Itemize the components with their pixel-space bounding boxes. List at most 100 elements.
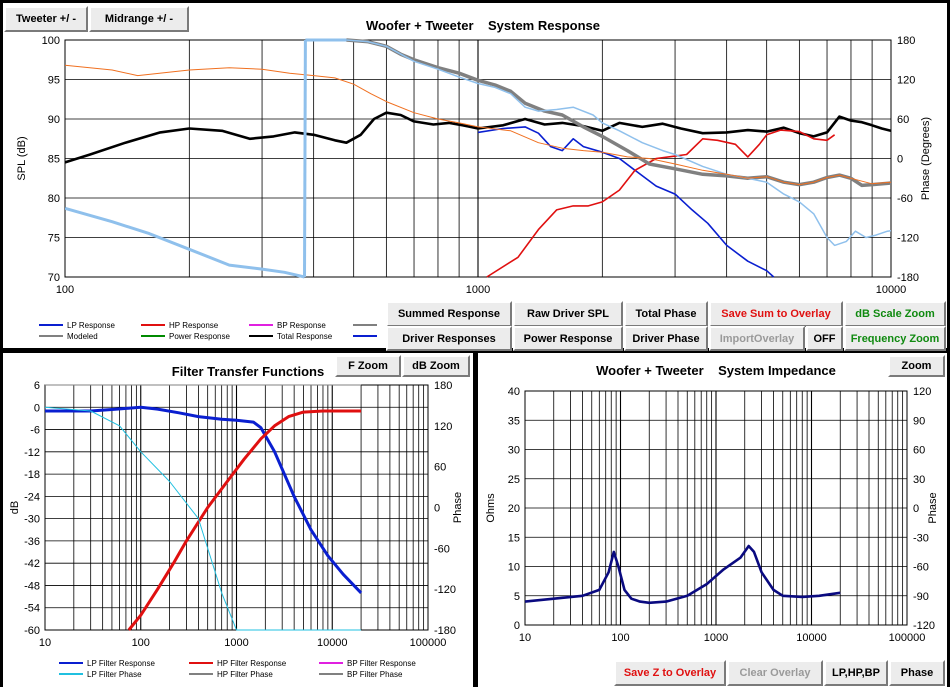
y-tick-label: 95 xyxy=(48,75,60,87)
series-line-power-response xyxy=(65,64,891,186)
y-tick-label: -12 xyxy=(24,447,40,459)
series-line-lp-filter-response xyxy=(45,405,363,594)
y-tick-label: -60 xyxy=(24,625,40,637)
y-tick-label: -24 xyxy=(24,491,40,503)
x-tick-label: 10000 xyxy=(796,632,827,644)
x-tick-label: 10000 xyxy=(876,284,907,296)
y-tick-label: 40 xyxy=(508,386,520,398)
summed-response-button[interactable]: Summed Response xyxy=(386,301,512,327)
y-tick-label: 70 xyxy=(48,272,60,284)
frequency-zoom-button[interactable]: Frequency Zoom xyxy=(844,326,946,351)
clear-overlay-button[interactable]: Clear Overlay xyxy=(727,660,823,686)
tweeter-adjust-button[interactable]: Tweeter +/ - xyxy=(4,6,88,32)
import-overlay-button[interactable]: ImportOverlay xyxy=(709,326,805,351)
y2-tick-label: 180 xyxy=(897,35,915,47)
y2-tick-label: -120 xyxy=(434,584,456,596)
y-axis-label: dB xyxy=(9,501,21,514)
series-line-lp-response xyxy=(477,126,775,278)
x-tick-label: 100000 xyxy=(410,637,447,649)
f-zoom-button[interactable]: F Zoom xyxy=(335,355,401,377)
y-tick-label: -30 xyxy=(24,514,40,526)
save-sum-overlay-button[interactable]: Save Sum to Overlay xyxy=(709,301,843,327)
y-tick-label: 90 xyxy=(48,114,60,126)
lp-hp-bp-button[interactable]: LP,HP,BP xyxy=(824,660,888,686)
y-tick-label: 5 xyxy=(514,591,520,603)
y-tick-label: 35 xyxy=(508,415,520,427)
y2-tick-label: 60 xyxy=(913,445,925,457)
legend-label: HP Filter Response xyxy=(217,659,287,668)
db-scale-zoom-button[interactable]: dB Scale Zoom xyxy=(844,301,946,327)
y2-tick-label: 120 xyxy=(434,421,452,433)
x-tick-label: 1000 xyxy=(224,637,248,649)
y2-tick-label: -120 xyxy=(913,620,935,632)
y2-tick-label: 30 xyxy=(913,474,925,486)
y-axis-label: SPL (dB) xyxy=(16,136,28,180)
x-tick-label: 1000 xyxy=(466,284,490,296)
legend-label: BP Filter Response xyxy=(347,659,416,668)
series-line-hp-filter-response xyxy=(127,409,362,631)
series-line-hp-response xyxy=(486,129,836,278)
x-tick-label: 100 xyxy=(132,637,150,649)
y2-tick-label: 60 xyxy=(897,114,909,126)
series-line-modeled xyxy=(346,38,891,188)
system-response-chart: 70 75 80 85 90 95 100 -180 -120 -60 0 60 120 180 100 10… xyxy=(16,18,932,341)
driver-phase-button[interactable]: Driver Phase xyxy=(624,326,708,351)
series-line-tweeter-raw xyxy=(346,39,891,247)
y2-tick-label: -60 xyxy=(913,562,929,574)
y-tick-label: 85 xyxy=(48,154,60,166)
y-tick-label: 0 xyxy=(34,402,40,414)
impedance-zoom-button[interactable]: Zoom xyxy=(888,355,945,377)
power-response-button[interactable]: Power Response xyxy=(513,326,623,351)
y-tick-label: 10 xyxy=(508,562,520,574)
y-tick-label: 30 xyxy=(508,445,520,457)
y-tick-label: -18 xyxy=(24,469,40,481)
y-tick-label: -36 xyxy=(24,536,40,548)
y-tick-label: 20 xyxy=(508,503,520,515)
legend-label: LP Response xyxy=(67,321,115,330)
legend-label: BP Response xyxy=(277,321,326,330)
x-tick-label: 10 xyxy=(39,637,51,649)
y2-tick-label: -120 xyxy=(897,233,919,245)
total-phase-button[interactable]: Total Phase xyxy=(624,301,708,327)
y2-tick-label: -60 xyxy=(434,543,450,555)
y-tick-label: -54 xyxy=(24,603,40,615)
plot-frame xyxy=(524,390,908,626)
series-line-lp-filter-phase xyxy=(45,406,362,631)
legend-label: BP Filter Phase xyxy=(347,670,403,679)
legend-label: LP Filter Response xyxy=(87,659,155,668)
y2-axis-label: Phase xyxy=(452,492,464,523)
y2-tick-label: 180 xyxy=(434,380,452,392)
overlay-off-button[interactable]: OFF xyxy=(806,326,843,351)
series-line-total-response xyxy=(65,111,891,164)
db-zoom-button[interactable]: dB Zoom xyxy=(402,355,470,377)
y-axis-label: Ohms xyxy=(485,493,497,523)
impedance-phase-button[interactable]: Phase xyxy=(889,660,945,686)
y2-tick-label: -60 xyxy=(897,193,913,205)
x-tick-label: 10 xyxy=(519,632,531,644)
legend-label: Modeled xyxy=(67,332,98,341)
y2-axis-label: Phase (Degrees) xyxy=(920,117,932,200)
driver-responses-button[interactable]: Driver Responses xyxy=(386,326,512,351)
raw-driver-spl-button[interactable]: Raw Driver SPL xyxy=(513,301,623,327)
plot-frame xyxy=(64,39,892,278)
y2-tick-label: -30 xyxy=(913,532,929,544)
y-tick-label: -42 xyxy=(24,558,40,570)
y2-tick-label: 0 xyxy=(434,503,440,515)
y2-tick-label: -90 xyxy=(913,591,929,603)
chart-title: Woofer + Tweeter System Response xyxy=(366,18,600,33)
x-tick-label: 100000 xyxy=(889,632,926,644)
system-response-pane: Tweeter +/ - Midrange +/ - 70 75 80 85 90 95 1… xyxy=(3,3,947,351)
y-tick-label: 25 xyxy=(508,474,520,486)
y2-tick-label: 60 xyxy=(434,462,446,474)
x-tick-label: 10000 xyxy=(317,637,348,649)
series-line-impedance xyxy=(525,544,841,605)
impedance-pane: 0 5 10 15 20 25 30 35 40 -120 -90 -60 -30 0 30 60 90 120 1… xyxy=(478,353,947,687)
save-z-overlay-button[interactable]: Save Z to Overlay xyxy=(614,660,726,686)
x-tick-label: 100 xyxy=(611,632,629,644)
midrange-adjust-button[interactable]: Midrange +/ - xyxy=(89,6,189,32)
legend-label: HP Filter Phase xyxy=(217,670,273,679)
y-tick-label: 75 xyxy=(48,233,60,245)
x-tick-label: 1000 xyxy=(704,632,728,644)
chart-title: Filter Transfer Functions xyxy=(172,364,324,379)
x-tick-label: 100 xyxy=(56,284,74,296)
